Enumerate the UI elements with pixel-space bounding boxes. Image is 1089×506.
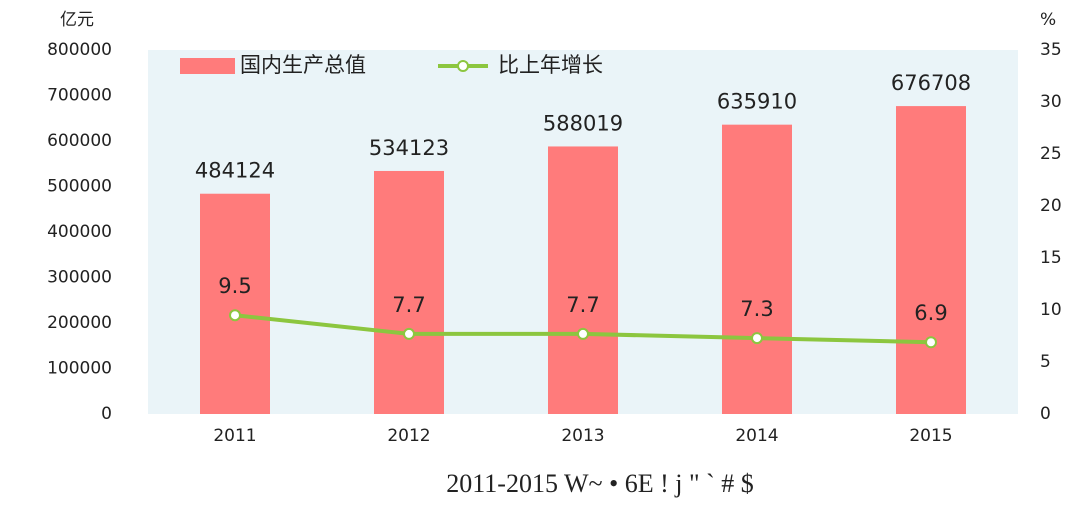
x-tick-label: 2012	[387, 426, 430, 446]
y-tick-label: 200000	[47, 313, 112, 333]
bar	[722, 124, 792, 414]
line-value-label: 7.3	[740, 297, 773, 321]
y-tick-label: 500000	[47, 177, 112, 197]
legend-swatch	[457, 60, 469, 72]
y2-axis-label: %	[1040, 10, 1056, 30]
y-tick-label: 800000	[47, 40, 112, 60]
y-tick-label: 300000	[47, 268, 112, 288]
y2-tick-label: 5	[1040, 352, 1051, 372]
y-tick-label: 400000	[47, 222, 112, 242]
x-tick-label: 2015	[909, 426, 952, 446]
legend-swatch	[180, 58, 235, 74]
legend-label: 比上年增长	[498, 53, 603, 77]
bar-value-label: 484124	[195, 159, 275, 183]
x-tick-label: 2013	[561, 426, 604, 446]
y2-tick-label: 35	[1040, 40, 1062, 60]
line-point	[751, 332, 763, 345]
y-tick-label: 0	[101, 404, 112, 424]
y2-tick-label: 0	[1040, 404, 1051, 424]
line-value-label: 6.9	[914, 301, 947, 325]
line-point	[229, 309, 241, 322]
caption: 2011-2015 W~ • 6E ! j " ` # $	[446, 469, 753, 498]
bar	[374, 170, 444, 414]
y2-tick-label: 10	[1040, 300, 1062, 320]
x-tick-label: 2011	[213, 426, 256, 446]
y-tick-label: 600000	[47, 131, 112, 151]
bar	[200, 193, 270, 414]
y-axis-label: 亿元	[60, 10, 94, 30]
bar-value-label: 534123	[369, 136, 449, 160]
line-point	[577, 327, 589, 340]
y2-tick-label: 15	[1040, 248, 1062, 268]
bar-value-label: 588019	[543, 111, 623, 135]
bar	[548, 146, 618, 414]
y2-tick-label: 30	[1040, 92, 1062, 112]
x-tick-label: 2014	[735, 426, 778, 446]
bar-value-label: 676708	[891, 71, 971, 95]
line-value-label: 7.7	[392, 293, 425, 317]
y-tick-label: 700000	[47, 86, 112, 106]
bar-value-label: 635910	[717, 90, 797, 114]
line-value-label: 7.7	[566, 293, 599, 317]
y2-tick-label: 25	[1040, 144, 1062, 164]
y-tick-label: 100000	[47, 359, 112, 379]
line-value-label: 9.5	[218, 274, 251, 298]
legend-label: 国内生产总值	[240, 53, 366, 77]
y2-tick-label: 20	[1040, 196, 1062, 216]
bar	[896, 106, 966, 414]
line-point	[925, 336, 937, 349]
line-point	[403, 327, 415, 340]
